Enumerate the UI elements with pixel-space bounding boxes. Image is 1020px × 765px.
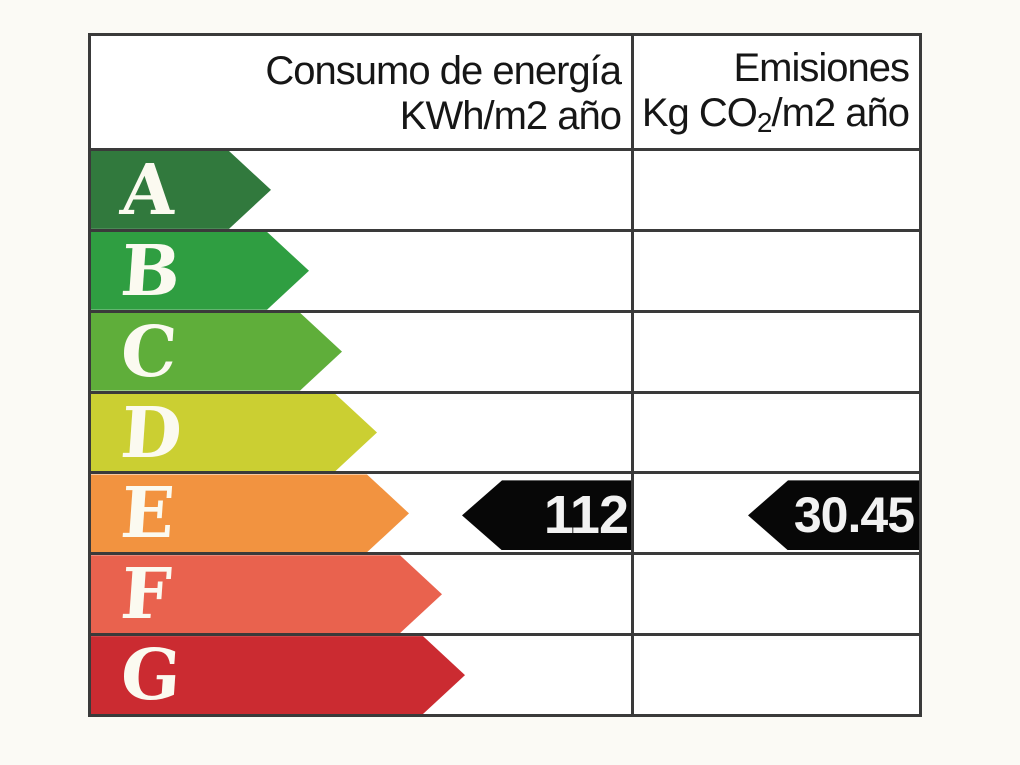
energy-cell: F <box>91 555 631 633</box>
energy-cell: G <box>91 636 631 714</box>
rating-row-c: C <box>91 310 919 391</box>
rating-rows: A B C D <box>91 148 919 714</box>
emissions-cell <box>631 393 919 472</box>
rating-band-arrow: C <box>91 313 342 391</box>
rating-letter-f: F <box>118 552 174 636</box>
emissions-value: 30.45 <box>793 487 915 544</box>
rating-band-arrow: E <box>91 474 409 552</box>
emissions-cell <box>631 151 919 229</box>
emissions-units-suffix: /m2 año <box>771 91 910 135</box>
rating-row-e: E 112 30.45 <box>91 471 919 552</box>
energy-value: 112 <box>543 485 629 546</box>
emissions-units-prefix: Kg CO <box>641 91 758 135</box>
emissions-cell <box>631 231 919 310</box>
emissions-column-header: Emisiones Kg CO2/m2 año <box>631 36 919 148</box>
rating-band-arrow: F <box>91 555 442 633</box>
rating-table: Consumo de energía KWh/m2 año Emisiones … <box>88 33 922 717</box>
emissions-cell <box>631 555 919 634</box>
rating-letter-d: D <box>118 390 185 474</box>
energy-cell: A <box>91 151 631 229</box>
energy-cell: C <box>91 313 631 391</box>
rating-letter-g: G <box>118 633 184 717</box>
energy-cell: B <box>91 232 631 310</box>
emissions-units-subscript: 2 <box>756 107 773 138</box>
rating-row-g: G <box>91 633 919 714</box>
rating-band-arrow: D <box>91 394 377 472</box>
energy-cell: D <box>91 394 631 472</box>
energy-header-units: KWh/m2 año <box>399 94 622 138</box>
rating-letter-e: E <box>118 471 178 555</box>
energy-column-header: Consumo de energía KWh/m2 año <box>91 36 631 148</box>
emissions-cell <box>631 312 919 391</box>
rating-row-a: A <box>91 148 919 229</box>
emissions-cell: 30.45 <box>631 474 919 553</box>
energy-header-title: Consumo de energía <box>265 49 622 93</box>
rating-band-arrow: A <box>91 151 271 229</box>
energy-cell: E 112 <box>91 474 631 552</box>
rating-row-d: D <box>91 391 919 472</box>
emissions-header-title: Emisiones <box>733 46 910 90</box>
emissions-value-arrow: 30.45 <box>748 480 919 551</box>
rating-row-f: F <box>91 552 919 633</box>
energy-value-arrow: 112 <box>462 480 631 551</box>
rating-row-b: B <box>91 229 919 310</box>
emissions-cell <box>631 636 919 715</box>
rating-band-arrow: B <box>91 232 309 310</box>
rating-band-arrow: G <box>91 636 465 714</box>
table-header-row: Consumo de energía KWh/m2 año Emisiones … <box>91 36 919 148</box>
rating-letter-c: C <box>118 309 180 393</box>
emissions-header-units: Kg CO2/m2 año <box>641 91 910 139</box>
rating-letter-b: B <box>118 228 184 312</box>
rating-letter-a: A <box>118 147 179 231</box>
